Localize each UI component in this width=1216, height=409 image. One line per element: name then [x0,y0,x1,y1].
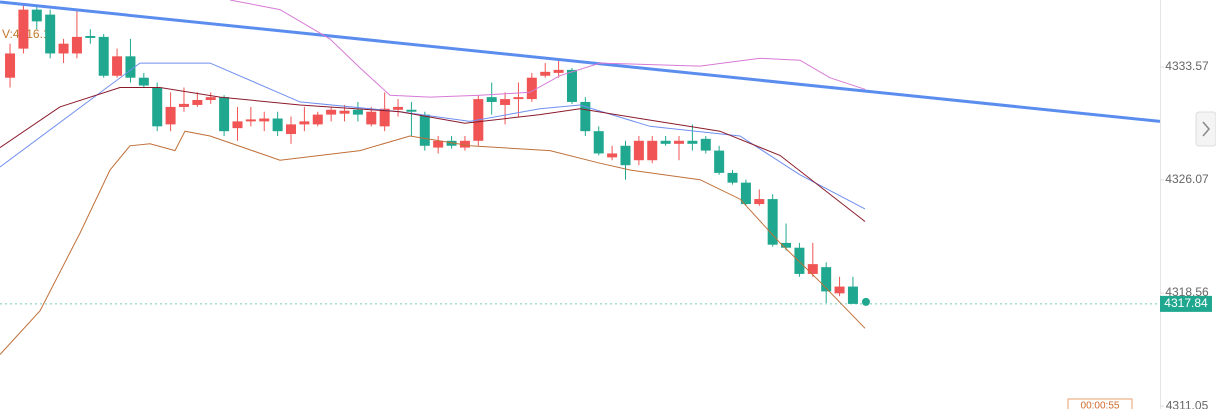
indicator-line [0,0,1161,123]
candle-body [566,69,577,102]
candle-body [486,97,497,102]
candle-body [687,140,698,144]
candle-body [245,119,256,122]
plot-area [0,0,1161,355]
candle-body [526,77,537,100]
candle-body [205,97,216,100]
indicator-line [229,0,866,98]
last-price-label: 4317.84 [1164,296,1208,310]
candle-body [847,286,858,304]
candle-body [754,199,765,205]
candle-body [540,71,551,76]
indicator-line [0,130,866,355]
scroll-arrow[interactable] [1202,121,1210,137]
last-price-tag [1160,295,1212,312]
y-tick-label: 4333.57 [1165,59,1209,73]
candle-body [98,36,109,76]
candle-body [125,56,136,78]
candle-body [286,124,297,135]
countdown-box [1067,398,1133,409]
y-tick-label: 4318.56 [1165,285,1209,299]
candle-body [821,267,832,292]
candle-body [259,118,270,122]
y-tick-label: 4326.07 [1165,172,1209,186]
candle-body [299,121,310,125]
candle-body [192,99,203,105]
candle-body [379,108,390,127]
candle-body [580,101,591,132]
candle-body [607,153,618,158]
candle-body [165,106,176,125]
scroll-button[interactable] [1195,111,1216,147]
candle-body [633,140,644,161]
candle-body [393,106,404,110]
candle-body [312,114,323,125]
candle-body [419,114,430,146]
candle-body [620,145,631,166]
candle-body [794,247,805,274]
candle-body [740,182,751,205]
last-price-dot [861,297,870,306]
candle-body [727,172,738,183]
candle-body [513,97,524,100]
candle-body [178,103,189,107]
candle-body [433,140,444,148]
indicator-line [0,87,866,222]
candle-body [647,140,658,161]
candle-body [767,199,778,245]
candle-body [553,69,564,73]
candle-body [459,140,470,148]
candle-body [352,109,363,115]
candle-body [406,109,417,112]
candle-body [112,56,123,76]
indicator-line [0,62,866,210]
candle-body [152,87,163,127]
candle-body [232,121,243,129]
candle-body [366,111,377,125]
scroll-button-bg[interactable] [1195,111,1216,147]
candle-body [326,109,337,115]
candle-body [339,110,350,114]
candle-body [219,97,230,132]
candle-body [660,140,671,144]
candle-body [700,138,711,151]
candle-body [807,264,818,274]
candle-body [138,77,149,86]
candle-body [5,53,16,78]
candle-body [593,131,604,154]
candle-body [18,9,29,49]
candle-body [272,118,283,132]
candle-body [31,9,42,22]
candle-body [781,242,792,248]
y-tick-label: 4311.05 [1166,398,1209,409]
candle-body [834,286,845,294]
candle-body [45,14,56,54]
candle-body [674,140,685,144]
candle-body [58,43,69,54]
candle-body [71,36,82,54]
countdown: 00:00:55 [1081,401,1120,409]
candle-body [500,99,511,105]
candle-body [714,150,725,173]
candle-body [85,35,96,38]
